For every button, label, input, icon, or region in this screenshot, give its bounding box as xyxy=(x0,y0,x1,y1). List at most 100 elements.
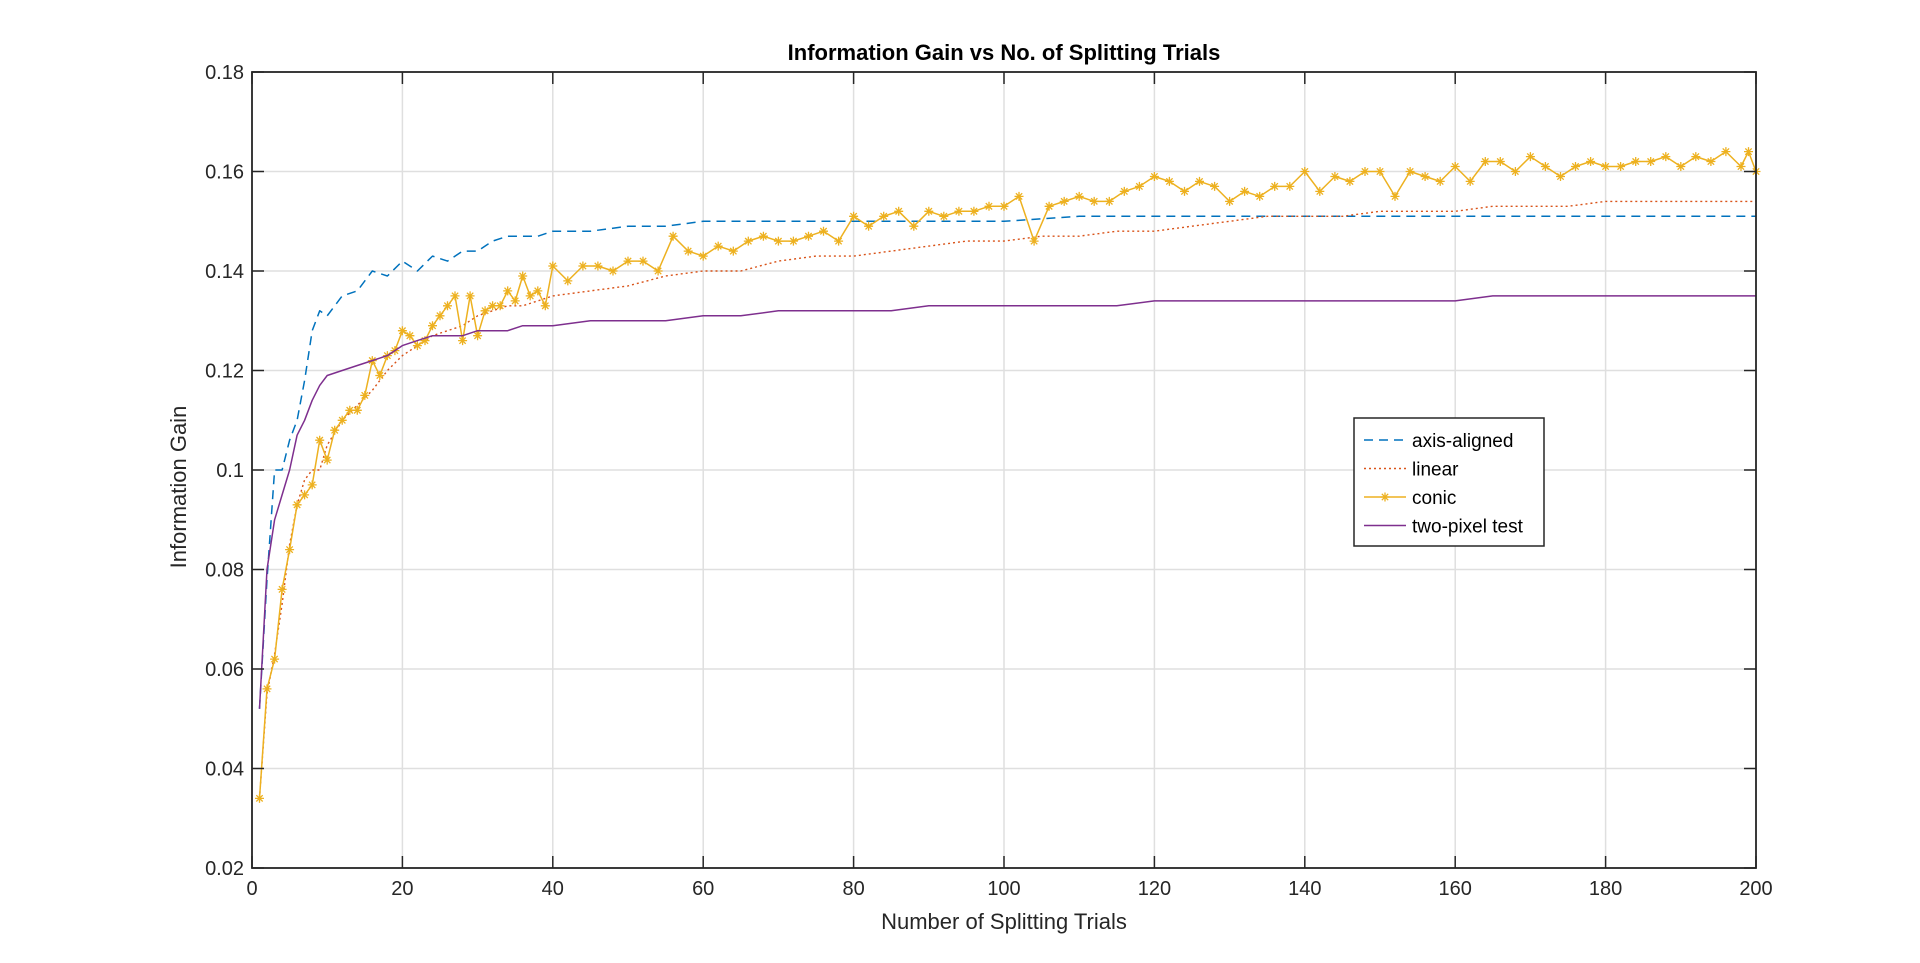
data-point xyxy=(322,455,332,465)
y-tick-label: 0.08 xyxy=(205,560,244,582)
data-point xyxy=(638,256,648,266)
data-point xyxy=(360,390,370,400)
data-point xyxy=(1225,196,1235,206)
data-point xyxy=(1195,176,1204,186)
data-point xyxy=(412,341,422,351)
data-point xyxy=(1480,157,1490,166)
data-point xyxy=(1661,152,1671,162)
legend-label: axis-aligned xyxy=(1412,431,1513,452)
legend: axis-aligned linear conic two-pixel test xyxy=(1353,417,1545,547)
data-point xyxy=(1180,186,1189,196)
y-axis-label: Information Gain xyxy=(166,406,191,569)
data-point xyxy=(330,425,340,435)
data-point xyxy=(255,793,264,803)
data-point xyxy=(1375,167,1385,176)
data-point xyxy=(849,211,859,221)
data-point xyxy=(315,435,325,445)
data-point xyxy=(743,236,753,246)
data-point xyxy=(939,211,949,221)
data-point xyxy=(533,286,543,296)
data-point xyxy=(728,246,738,256)
data-point xyxy=(525,291,535,301)
legend-label: linear xyxy=(1412,460,1459,481)
data-point xyxy=(1345,176,1355,186)
data-point xyxy=(307,480,317,490)
data-point xyxy=(1616,162,1626,171)
data-point xyxy=(834,236,844,246)
data-point xyxy=(292,500,302,510)
data-point xyxy=(969,206,979,216)
data-point xyxy=(1255,191,1265,201)
data-point xyxy=(1360,167,1370,176)
data-point xyxy=(270,654,280,664)
data-point xyxy=(435,311,445,321)
data-point xyxy=(1525,152,1535,162)
data-point xyxy=(1450,162,1460,171)
data-point xyxy=(1465,176,1475,186)
data-point xyxy=(375,371,385,380)
data-point xyxy=(1074,191,1084,201)
x-tick-label: 0 xyxy=(246,878,257,900)
x-tick-label: 40 xyxy=(542,878,564,900)
data-point xyxy=(473,331,483,341)
data-point xyxy=(1210,181,1220,191)
legend-label: two-pixel test xyxy=(1412,517,1524,538)
plot-frame xyxy=(251,71,1757,869)
data-point xyxy=(443,301,452,311)
data-point xyxy=(984,201,994,211)
data-point xyxy=(1089,196,1099,206)
series-axis-aligned xyxy=(258,215,1756,709)
data-point xyxy=(804,231,813,241)
data-point xyxy=(285,545,295,555)
data-point xyxy=(503,286,513,296)
data-point xyxy=(345,405,355,415)
data-point xyxy=(1540,162,1550,171)
data-point xyxy=(1631,157,1641,166)
data-point xyxy=(465,291,475,301)
data-point xyxy=(1676,162,1686,171)
y-tick-label: 0.18 xyxy=(205,62,244,84)
data-point xyxy=(713,241,723,251)
data-point xyxy=(668,231,678,241)
data-point xyxy=(1736,162,1746,171)
data-point xyxy=(397,326,407,336)
data-point xyxy=(1315,186,1325,196)
x-tick-label: 20 xyxy=(391,878,413,900)
data-point xyxy=(1164,176,1174,186)
data-point xyxy=(879,211,889,221)
data-point xyxy=(1495,157,1505,166)
data-point xyxy=(1420,172,1430,181)
data-point xyxy=(1134,181,1144,191)
series-conic xyxy=(255,147,1761,803)
data-point xyxy=(495,301,505,311)
data-point xyxy=(999,201,1009,211)
data-point xyxy=(405,331,415,341)
data-point xyxy=(458,336,468,346)
data-point xyxy=(420,336,430,346)
axes: 0 20 40 60 80 100 120 140 160 180 200 0.02 0.04 0.06 0… xyxy=(205,62,1773,900)
data-point xyxy=(1300,167,1310,176)
x-tick-label: 100 xyxy=(987,878,1020,900)
data-point xyxy=(1149,172,1159,181)
data-point xyxy=(819,226,828,236)
data-point xyxy=(1691,152,1701,162)
data-point xyxy=(1571,162,1580,171)
data-point xyxy=(909,221,919,231)
series-two-pixel-test xyxy=(258,295,1756,709)
series-group xyxy=(255,147,1761,803)
data-point xyxy=(954,206,964,216)
data-point xyxy=(488,301,498,311)
data-point xyxy=(924,206,934,216)
data-point xyxy=(480,306,490,316)
x-tick-label: 140 xyxy=(1288,878,1321,900)
data-point xyxy=(518,271,528,281)
data-point xyxy=(1405,167,1415,176)
data-point xyxy=(337,415,347,425)
data-point xyxy=(1556,172,1565,181)
y-tick-label: 0.1 xyxy=(216,460,244,482)
data-point xyxy=(653,266,663,276)
data-point xyxy=(623,256,633,266)
